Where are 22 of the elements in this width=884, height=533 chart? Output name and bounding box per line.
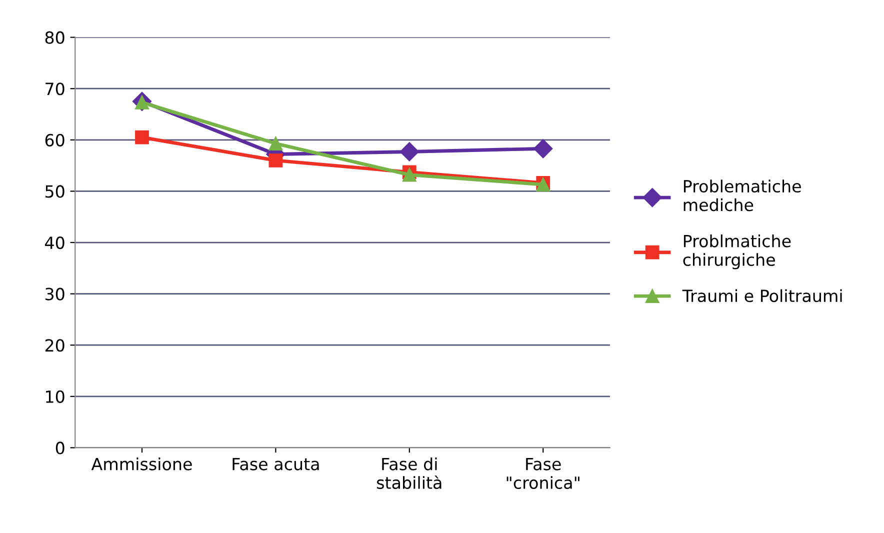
legend-label: Problmatiche chirurgiche — [683, 234, 791, 270]
x-tick-label: Fase "cronica" — [506, 458, 580, 490]
legend-label: Traumi e Politraumi — [682, 289, 842, 302]
legend-label: Problematiche mediche — [684, 180, 801, 212]
y-tick-label: 50 — [45, 185, 64, 198]
y-tick-label: 40 — [45, 236, 64, 250]
y-tick-label: 60 — [45, 134, 64, 146]
point — [268, 153, 283, 168]
point — [400, 142, 419, 162]
y-tick-label: 0 — [56, 442, 64, 454]
y-tick-label: 80 — [45, 31, 64, 44]
point — [402, 168, 416, 182]
y-tick-label: 20 — [45, 339, 64, 352]
x-tick-label: Fase acuta — [232, 458, 319, 470]
x-tick-label: Ammissione — [91, 457, 192, 470]
y-tick-label: 70 — [46, 82, 64, 96]
point — [534, 139, 553, 158]
y-tick-label: 10 — [46, 390, 64, 403]
x-tick-label: Fase di stabilità — [376, 457, 442, 490]
y-tick-label: 30 — [45, 288, 64, 300]
point — [135, 130, 149, 144]
point — [268, 136, 283, 150]
